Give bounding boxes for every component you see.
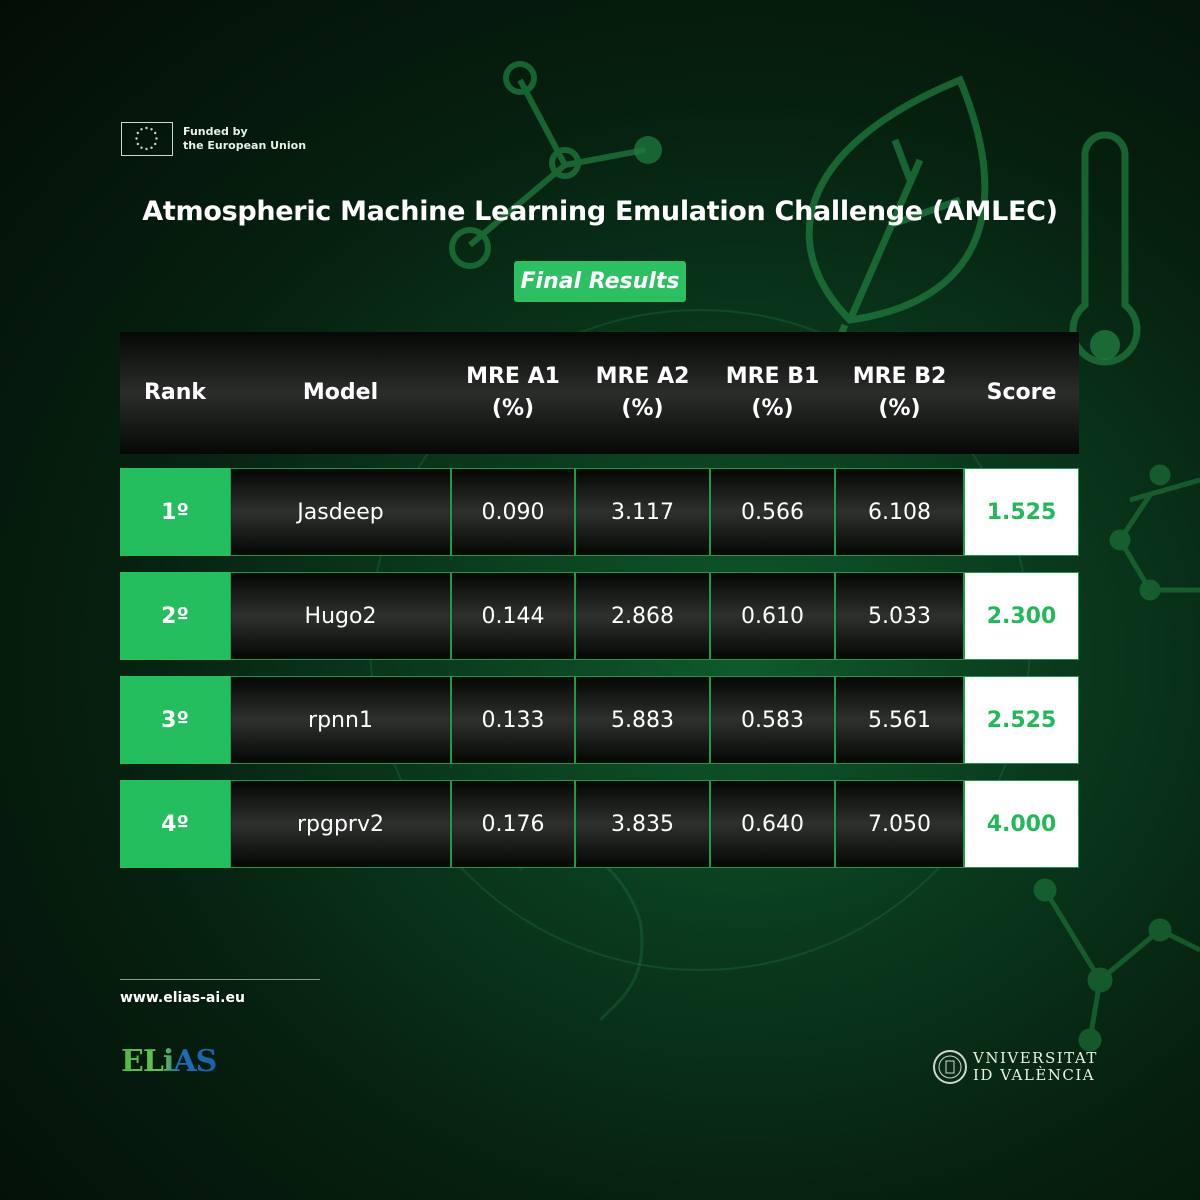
score-cell: 1.525 [964, 468, 1079, 556]
eu-text-line2: the European Union [183, 139, 307, 152]
table-row: 3º rpnn1 0.133 5.883 0.583 5.561 2.525 [120, 676, 1079, 764]
rank-cell: 2º [120, 572, 230, 660]
mre-a2-cell: 5.883 [575, 676, 710, 764]
score-cell: 2.525 [964, 676, 1079, 764]
table-row: 2º Hugo2 0.144 2.868 0.610 5.033 2.300 [120, 572, 1079, 660]
universitat-valencia-logo: VNIVERSITAT ID VALÈNCIA [933, 1050, 1098, 1084]
mre-a2-cell: 3.835 [575, 780, 710, 868]
mre-a1-cell: 0.176 [451, 780, 575, 868]
mre-a1-cell: 0.133 [451, 676, 575, 764]
final-results-badge: Final Results [514, 261, 686, 302]
model-cell: rpnn1 [230, 676, 451, 764]
mre-b1-cell: 0.640 [710, 780, 835, 868]
model-cell: Jasdeep [230, 468, 451, 556]
table-row: 4º rpgprv2 0.176 3.835 0.640 7.050 4.000 [120, 780, 1079, 868]
page-title: Atmospheric Machine Learning Emulation C… [142, 196, 1058, 227]
score-cell: 4.000 [964, 780, 1079, 868]
model-cell: Hugo2 [230, 572, 451, 660]
eu-flag-icon [121, 122, 173, 156]
elias-logo-text: ELiAS [121, 1044, 217, 1079]
header-mre-b1: MRE B1 (%) [725, 364, 820, 421]
header-mre-b2: MRE B2 (%) [852, 364, 947, 421]
eu-funding-notice: Funded by the European Union [121, 122, 306, 156]
table-header: Rank Model MRE A1 (%) MRE A2 (%) MRE B1 (%)… [120, 332, 1079, 454]
header-mre-a1: MRE A1 (%) [466, 364, 560, 421]
mre-a2-cell: 3.117 [575, 468, 710, 556]
header-mre-a2: MRE A2 (%) [595, 364, 690, 421]
header-rank: Rank [143, 380, 207, 405]
website-link[interactable]: www.elias-ai.eu [120, 990, 245, 1006]
mre-a1-cell: 0.090 [451, 468, 575, 556]
mre-b1-cell: 0.610 [710, 572, 835, 660]
eu-text-line1: Funded by [183, 125, 248, 138]
score-cell: 2.300 [964, 572, 1079, 660]
header-model: Model [302, 380, 379, 405]
mre-a2-cell: 2.868 [575, 572, 710, 660]
mre-b2-cell: 5.561 [835, 676, 964, 764]
footer-divider [120, 979, 320, 980]
mre-b2-cell: 6.108 [835, 468, 964, 556]
rank-cell: 3º [120, 676, 230, 764]
mre-b1-cell: 0.566 [710, 468, 835, 556]
mre-b2-cell: 5.033 [835, 572, 964, 660]
mre-b2-cell: 7.050 [835, 780, 964, 868]
table-row: 1º Jasdeep 0.090 3.117 0.566 6.108 1.525 [120, 468, 1079, 556]
rank-cell: 1º [120, 468, 230, 556]
elias-logo: ELiAS [121, 1044, 217, 1079]
header-score: Score [986, 380, 1057, 405]
mre-b1-cell: 0.583 [710, 676, 835, 764]
rank-cell: 4º [120, 780, 230, 868]
university-seal-icon [933, 1050, 967, 1084]
mre-a1-cell: 0.144 [451, 572, 575, 660]
model-cell: rpgprv2 [230, 780, 451, 868]
uv-line1: VNIVERSITAT [973, 1049, 1098, 1067]
uv-line2: ID VALÈNCIA [973, 1066, 1096, 1084]
